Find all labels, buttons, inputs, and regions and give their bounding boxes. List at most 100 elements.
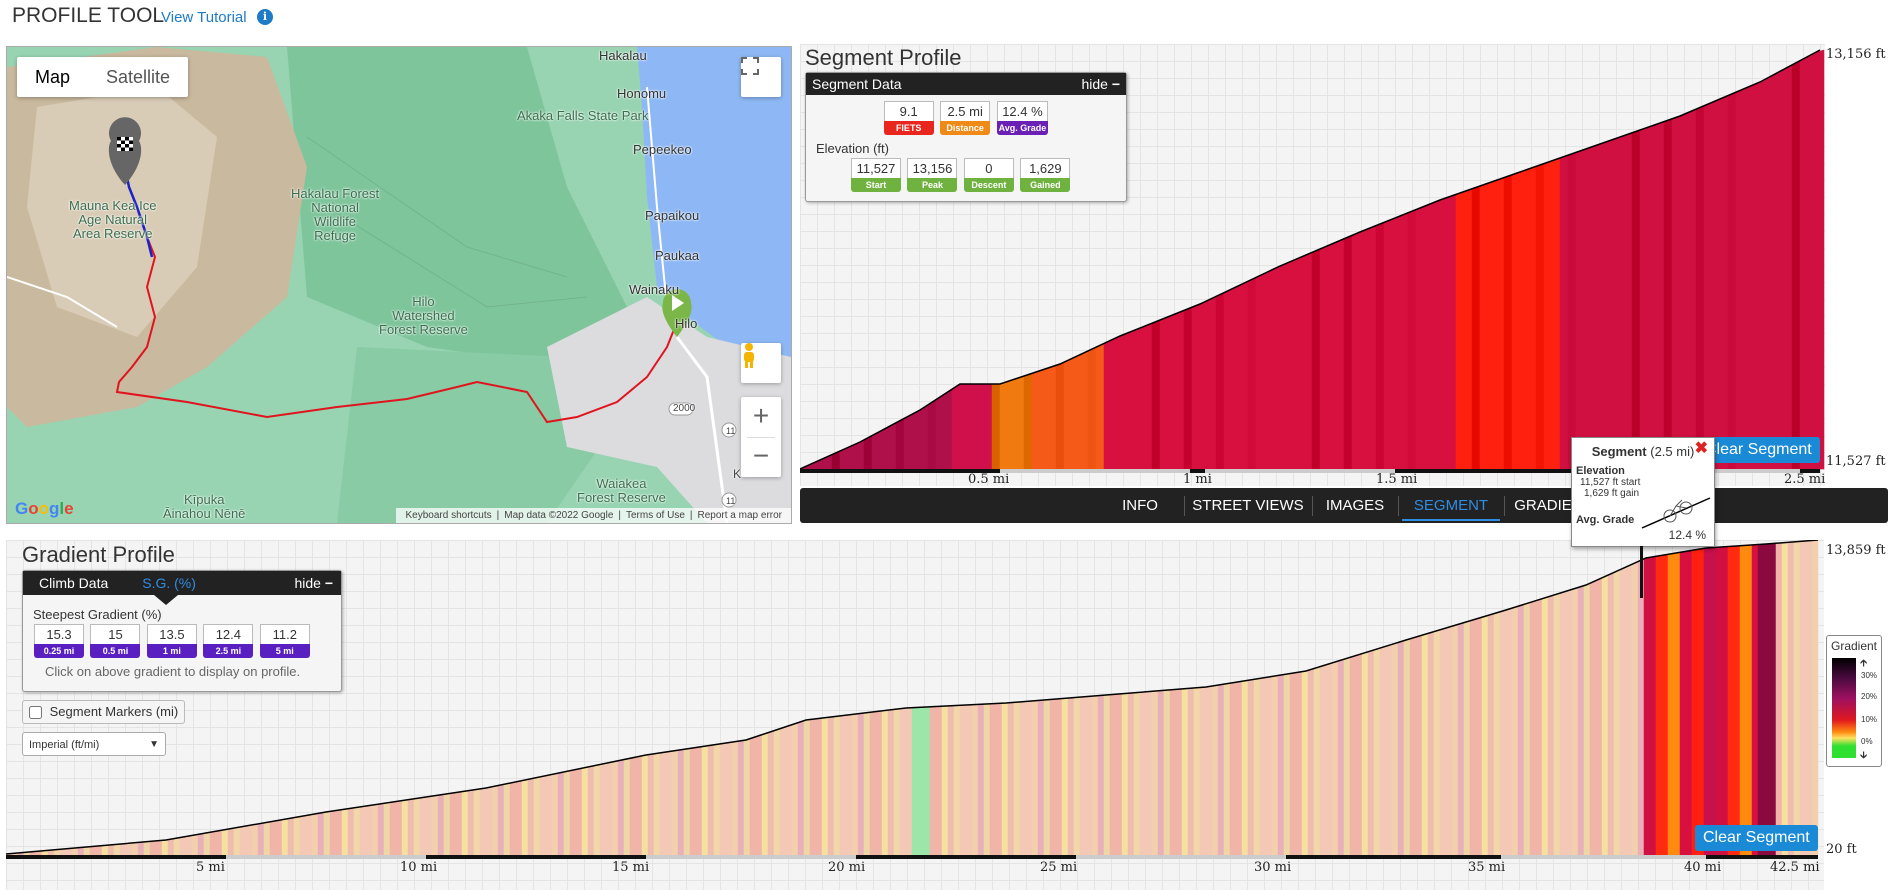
zoom-out-button[interactable]: − bbox=[752, 440, 770, 471]
map-label-papaikou: Papaikou bbox=[645, 208, 700, 223]
segment-data-header: Segment Data hide − bbox=[806, 73, 1126, 95]
map-label-akaka: Akaka Falls State Park bbox=[517, 108, 649, 123]
climb-data-panel: Climb Data S.G. (%) hide − Steepest Grad… bbox=[22, 570, 342, 692]
elevation-label: Elevation (ft) bbox=[816, 141, 889, 156]
segment-tooltip: Segment (2.5 mi) ✖ Elevation 11,527 ft s… bbox=[1571, 437, 1715, 547]
gradient-profile-plot bbox=[6, 540, 1819, 859]
steepest-0-5mi[interactable]: 15 0.5 mi bbox=[90, 624, 141, 658]
segment-hide-button[interactable]: hide − bbox=[1081, 76, 1120, 92]
legend-label: 20% bbox=[1861, 692, 1878, 701]
tab-segment[interactable]: SEGMENT bbox=[1402, 488, 1500, 521]
steepest-2-5mi[interactable]: 12.4 2.5 mi bbox=[203, 624, 254, 658]
map-type-control: Map Satellite bbox=[17, 57, 189, 97]
terms-link[interactable]: Terms of Use bbox=[626, 510, 685, 521]
map-label-paukaa: Paukaa bbox=[655, 248, 700, 263]
map-label-mauna-kea: Mauna Kea Ice Age Natural Area Reserve bbox=[69, 198, 157, 241]
map-route-2000: 2000 bbox=[673, 403, 696, 414]
gradient-x-tick: 5 mi bbox=[196, 860, 225, 875]
app-title: PROFILE TOOL bbox=[12, 4, 165, 27]
steepest-0-25mi[interactable]: 15.3 0.25 mi bbox=[34, 624, 84, 658]
segment-markers-control: Segment Markers (mi) bbox=[22, 700, 186, 724]
forest-area bbox=[287, 47, 627, 367]
map-footer: Keyboard shortcuts | Map data ©2022 Google… bbox=[396, 508, 791, 523]
gradient-x-tick: 20 mi bbox=[828, 860, 866, 875]
stat-peak: 13,156 Peak bbox=[907, 158, 958, 192]
segment-stats: 9.1 FIETS 2.5 mi Distance 12.4 % Avg. Grade bbox=[806, 101, 1126, 135]
map-label-wainaku: Wainaku bbox=[629, 282, 680, 297]
segment-y-top: 13,156 ft bbox=[1826, 47, 1886, 62]
fullscreen-icon bbox=[741, 57, 759, 75]
gradient-y-bottom: 20 ft bbox=[1826, 842, 1857, 857]
tooltip-gain: 1,629 ft gain bbox=[1584, 488, 1640, 499]
segment-x-tick: 0.5 mi bbox=[968, 472, 1010, 487]
map-label-waiakea: Waiakea Forest Reserve bbox=[577, 476, 666, 505]
close-icon[interactable]: ✖ bbox=[1694, 440, 1708, 457]
map-label-kipuka: Kīpuka Āinahou Nēnē bbox=[163, 492, 246, 521]
steepest-1mi[interactable]: 13.5 1 mi bbox=[146, 624, 197, 658]
segment-markers-label: Segment Markers (mi) bbox=[49, 704, 179, 719]
tab-images[interactable]: IMAGES bbox=[1325, 497, 1385, 514]
gradient-x-tick: 10 mi bbox=[400, 860, 438, 875]
chevron-down-icon: ▼ bbox=[149, 739, 159, 750]
fullscreen-button[interactable] bbox=[741, 57, 781, 97]
gradient-hint: Click on above gradient to display on pr… bbox=[45, 664, 301, 679]
ocean bbox=[637, 47, 791, 367]
zoom-in-button[interactable]: + bbox=[752, 400, 770, 431]
map-label-hilo-watershed: Hilo Watershed Forest Reserve bbox=[379, 294, 468, 337]
map-route-11: 11 bbox=[726, 426, 736, 436]
map-route-11-b: 11 bbox=[726, 496, 736, 506]
gradient-x-tick: 15 mi bbox=[612, 860, 650, 875]
tab-steepest-gradient[interactable]: S.G. (%) bbox=[142, 575, 196, 591]
gradient-legend: Gradient 🡱 30% 20% 10% 0% 🡳 bbox=[1826, 635, 1882, 767]
pegman-icon bbox=[744, 343, 754, 368]
tooltip-elevation-label: Elevation bbox=[1576, 465, 1625, 477]
map-label-hilo: Hilo bbox=[675, 316, 698, 331]
tab-street-views[interactable]: STREET VIEWS bbox=[1192, 497, 1304, 514]
tab-info[interactable]: INFO bbox=[1122, 497, 1158, 514]
segment-x-tick: 1 mi bbox=[1183, 472, 1212, 487]
google-logo: Google bbox=[15, 499, 74, 518]
report-error-link[interactable]: Report a map error bbox=[697, 510, 782, 521]
info-icon[interactable]: i bbox=[257, 9, 273, 25]
legend-label: 10% bbox=[1861, 715, 1878, 724]
segment-profile-title: Segment Profile bbox=[805, 45, 962, 70]
view-tutorial-link[interactable]: View Tutorial bbox=[161, 9, 247, 26]
clear-segment-button-gradient[interactable]: Clear Segment bbox=[1695, 825, 1818, 851]
tab-climb-data[interactable]: Climb Data bbox=[39, 575, 109, 591]
climb-data-header: Climb Data S.G. (%) hide − bbox=[23, 571, 341, 595]
clear-segment-button[interactable]: Clear Segment bbox=[1697, 437, 1820, 463]
stat-avg-grade: 12.4 % Avg. Grade bbox=[996, 101, 1049, 135]
gradient-profile-title: Gradient Profile bbox=[22, 542, 175, 567]
stat-gained: 1,629 Gained bbox=[1020, 158, 1071, 192]
map-data-attribution: Map data ©2022 Google bbox=[504, 510, 614, 521]
segment-data-title: Segment Data bbox=[812, 76, 902, 92]
steepest-5mi[interactable]: 11.2 5 mi bbox=[259, 624, 310, 658]
gradient-y-top: 13,859 ft bbox=[1826, 543, 1886, 558]
stat-descent: 0 Descent bbox=[963, 158, 1014, 192]
map-label-k: K bbox=[733, 467, 742, 481]
legend-label: 0% bbox=[1861, 737, 1873, 746]
segment-data-panel: Segment Data hide − 9.1 FIETS 2.5 mi Dista… bbox=[805, 72, 1127, 202]
units-select-value: Imperial (ft/mi) bbox=[29, 739, 100, 751]
stat-start: 11,527 Start bbox=[851, 158, 901, 192]
keyboard-shortcuts-link[interactable]: Keyboard shortcuts bbox=[405, 510, 492, 521]
map-view[interactable]: Map Satellite + − Hakalau Honomu Akaka F… bbox=[6, 46, 792, 524]
map-type-map-button[interactable]: Map bbox=[35, 67, 71, 87]
climb-hide-button[interactable]: hide − bbox=[294, 575, 333, 591]
units-select[interactable]: Imperial (ft/mi) ▼ bbox=[22, 732, 166, 756]
map-label-pepeekeo: Pepeekeo bbox=[633, 142, 692, 157]
legend-color-bar bbox=[1832, 658, 1856, 758]
zoom-control: + − bbox=[741, 397, 781, 477]
segment-x-tick: 2.5 mi bbox=[1784, 472, 1826, 487]
elevation-stats: 11,527 Start 13,156 Peak 0 Descent 1,629 Gai… bbox=[850, 158, 1126, 192]
segment-markers-checkbox[interactable] bbox=[29, 706, 42, 720]
tooltip-start: 11,527 ft start bbox=[1580, 477, 1641, 488]
tooltip-grade-value: 12.4 % bbox=[1668, 528, 1706, 542]
street-view-pegman-button[interactable] bbox=[741, 343, 781, 383]
map-canvas bbox=[7, 47, 791, 523]
map-type-satellite-button[interactable]: Satellite bbox=[106, 67, 171, 87]
map-label-hakalau: Hakalau bbox=[599, 48, 647, 63]
gradient-x-tick: 35 mi bbox=[1468, 860, 1506, 875]
tab-gradient[interactable]: GRADIE bbox=[1514, 497, 1572, 514]
gradient-x-tick: 42.5 mi bbox=[1770, 860, 1820, 875]
